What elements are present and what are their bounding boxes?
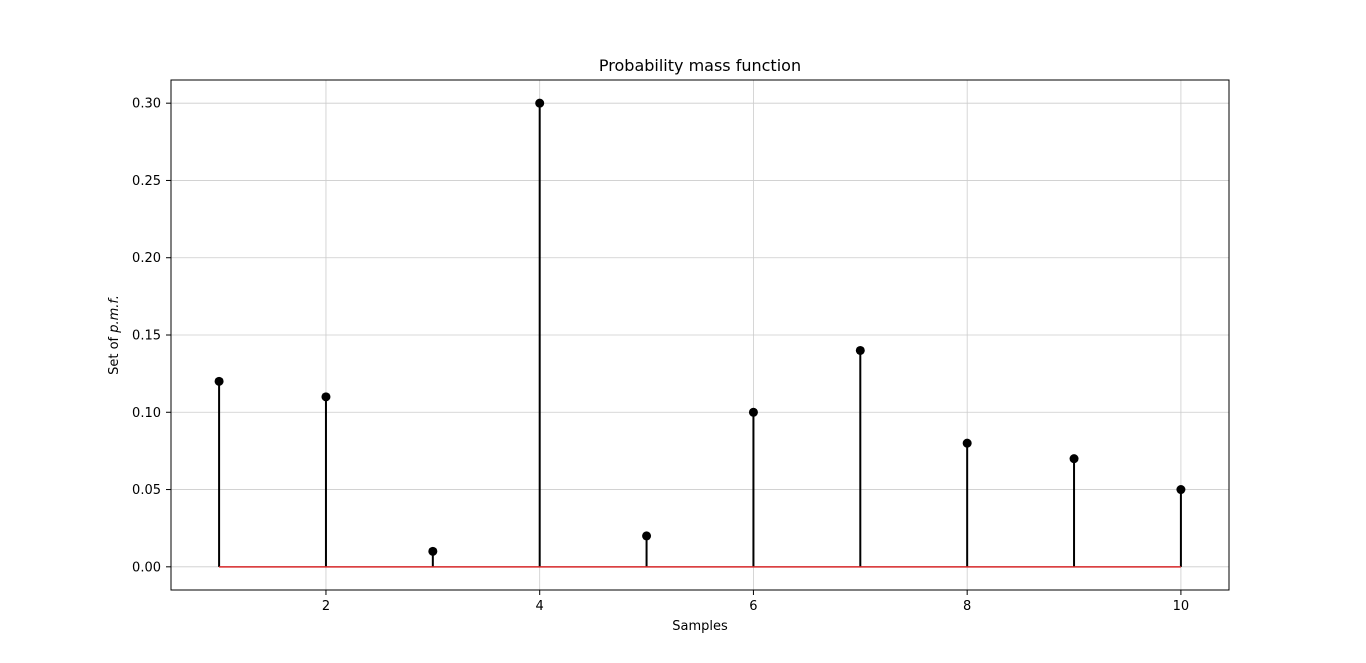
y-tick-label-6: 0.30 <box>132 97 161 112</box>
stem-marker-10 <box>1176 485 1186 495</box>
y-axis-label: Set of p.m.f. <box>107 295 122 375</box>
x-tick-label-1: 4 <box>536 599 544 614</box>
x-axis-ticks: 2 4 6 8 10 <box>322 590 1189 614</box>
stem-marker-8 <box>962 438 972 448</box>
chart-title: Probability mass function <box>599 56 801 75</box>
y-axis-label-prefix: Set of <box>107 333 122 375</box>
stem-marker-5 <box>642 531 652 541</box>
y-tick-label-4: 0.20 <box>132 251 161 266</box>
stem-marker-3 <box>428 546 438 556</box>
x-tick-label-2: 6 <box>749 599 757 614</box>
stem-marker-7 <box>855 345 865 355</box>
stem-marker-6 <box>748 407 758 417</box>
y-axis-label-math: p.m.f. <box>107 295 122 334</box>
stem-marker-1 <box>214 376 224 386</box>
y-axis-ticks: 0.00 0.05 0.10 0.15 0.20 0.25 0.30 <box>132 97 171 575</box>
x-tick-label-0: 2 <box>322 599 330 614</box>
stem-marker-2 <box>321 392 331 402</box>
y-tick-label-1: 0.05 <box>132 483 161 498</box>
stem-marker-9 <box>1069 454 1079 464</box>
y-tick-label-3: 0.15 <box>132 329 161 344</box>
stem-markers <box>214 98 1186 556</box>
x-tick-label-4: 10 <box>1173 599 1190 614</box>
y-tick-label-2: 0.10 <box>132 406 161 421</box>
stem-series <box>218 103 1182 567</box>
stem-marker-4 <box>535 98 545 108</box>
y-tick-label-5: 0.25 <box>132 174 161 189</box>
x-axis-label: Samples <box>672 619 728 634</box>
y-tick-label-0: 0.00 <box>132 560 161 575</box>
x-tick-label-3: 8 <box>963 599 971 614</box>
